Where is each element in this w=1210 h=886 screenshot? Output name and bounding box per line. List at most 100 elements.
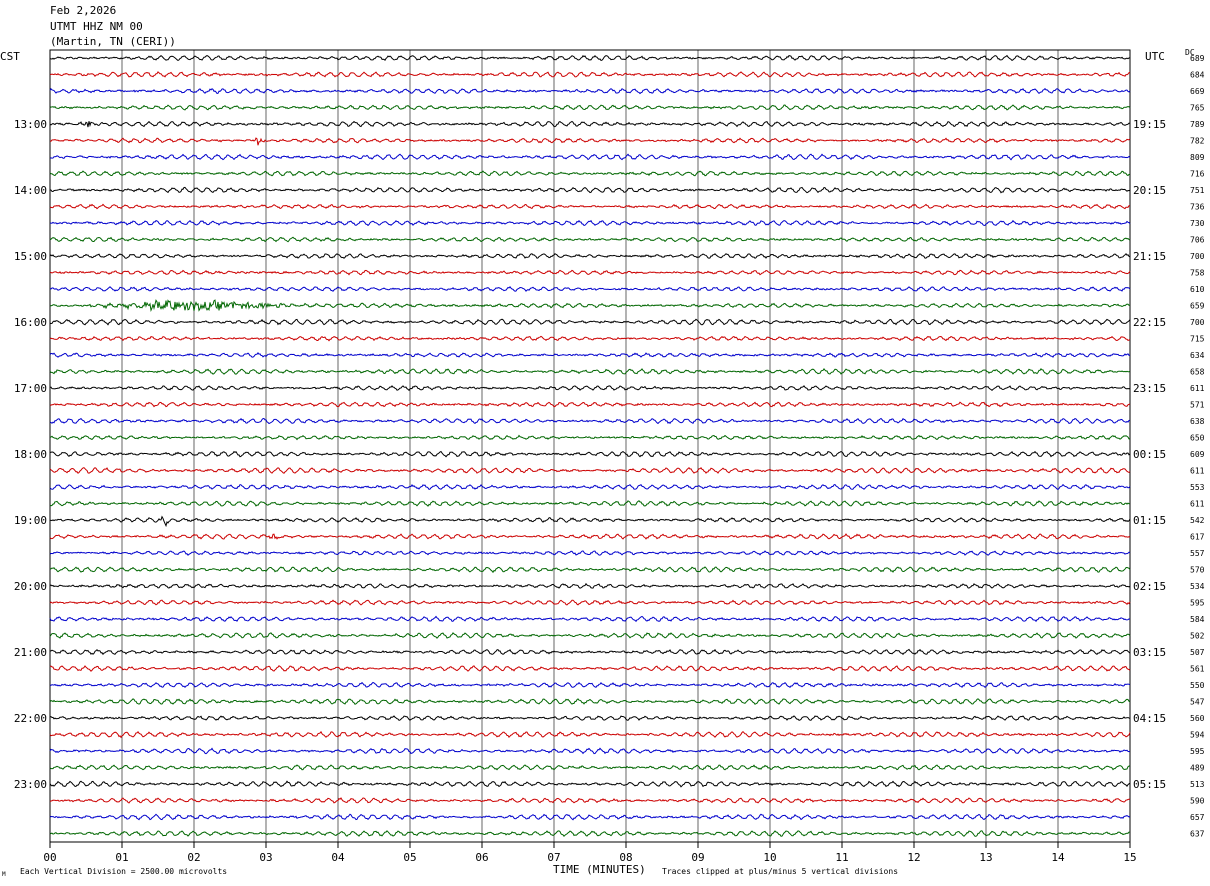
dc-offset-label: 550 [1190,681,1205,690]
trace-line [49,615,1131,623]
x-tick-label: 03 [259,851,272,864]
trace-line [49,434,1131,441]
dc-offset-label: 594 [1190,731,1205,740]
cst-hour-label: 22:00 [14,712,47,725]
dc-offset-label: 689 [1190,54,1205,63]
trace-line [49,170,1131,177]
trace-line [49,681,1131,689]
dc-offset-label: 590 [1190,797,1205,806]
trace-line [49,764,1131,771]
trace-line [49,54,1131,62]
trace-line [49,299,1131,313]
dc-offset-label: 507 [1190,648,1205,657]
x-tick-label: 09 [691,851,704,864]
dc-offset-label: 700 [1190,252,1205,261]
x-tick-label: 02 [187,851,200,864]
dc-label: DC [1185,48,1195,57]
trace-line [49,550,1131,556]
trace-line [49,417,1131,425]
dc-offset-label: 617 [1190,533,1205,542]
dc-offset-label: 765 [1190,104,1205,113]
cst-hour-label: 14:00 [14,184,47,197]
dc-offset-label: 637 [1190,830,1205,839]
utc-hour-label: 19:15 [1133,118,1166,131]
trace-line [49,367,1131,375]
dc-offset-label: 609 [1190,450,1205,459]
dc-offset-label: 751 [1190,186,1205,195]
dc-offset-label: 570 [1190,566,1205,575]
scale-note: Each Vertical Division = 2500.00 microvo… [20,867,228,876]
dc-offset-label: 595 [1190,747,1205,756]
x-tick-label: 06 [475,851,488,864]
trace-line [49,269,1131,276]
cst-hour-label: 13:00 [14,118,47,131]
dc-offset-label: 684 [1190,71,1205,80]
trace-line [49,632,1131,639]
trace-line [49,286,1131,292]
seismic-traces [49,54,1131,837]
dc-offset-label: 560 [1190,714,1205,723]
cst-hour-label: 15:00 [14,250,47,263]
x-tick-label: 10 [763,851,776,864]
dc-offset-label: 758 [1190,269,1205,278]
dc-offset-label: 657 [1190,813,1205,822]
dc-offset-label: 715 [1190,335,1205,344]
x-axis-title: TIME (MINUTES) [553,863,646,876]
trace-line [49,665,1131,672]
cst-hour-label: 16:00 [14,316,47,329]
trace-line [49,797,1131,804]
utc-axis-label: UTC [1145,50,1165,63]
dc-offset-label: 782 [1190,137,1205,146]
x-tick-label: 05 [403,851,416,864]
station-location: (Martin, TN (CERI)) [50,35,176,48]
trace-line [49,450,1131,458]
dc-offset-label: 669 [1190,87,1205,96]
trace-line [49,120,1131,128]
trace-line [49,318,1131,326]
station-date: Feb 2,2026 [50,4,117,17]
trace-line [49,830,1130,837]
trace-line [49,582,1131,589]
dc-offset-label: 489 [1190,764,1205,773]
cst-hour-label: 17:00 [14,382,47,395]
trace-line [49,500,1130,507]
trace-line [49,813,1131,821]
x-tick-label: 04 [331,851,345,864]
utc-hour-label: 20:15 [1133,184,1166,197]
dc-offset-label: 650 [1190,434,1205,443]
utc-hour-label: 01:15 [1133,514,1166,527]
dc-offset-label: 610 [1190,285,1205,294]
trace-line [49,515,1131,528]
dc-offset-label: 658 [1190,368,1205,377]
cst-axis-label: CST [0,50,20,63]
trace-line [49,87,1131,95]
dc-offset-label: 634 [1190,351,1205,360]
trace-line [49,780,1131,788]
dc-offset-label: 611 [1190,500,1205,509]
plot-frame [49,49,1131,843]
trace-line [49,335,1131,342]
x-tick-label: 07 [547,851,560,864]
utc-hour-label: 04:15 [1133,712,1166,725]
dc-offset-label: 706 [1190,236,1205,245]
trace-line [49,747,1131,755]
trace-line [49,186,1131,194]
dc-offset-label: 584 [1190,615,1205,624]
trace-line [49,533,1131,540]
trace-line [49,385,1131,392]
trace-line [49,104,1131,111]
x-tick-label: 11 [835,851,848,864]
trace-line [49,648,1131,656]
cst-hour-label: 21:00 [14,646,47,659]
axis-labels: 00 01 02 03 04 05 06 07 08 09 10 11 12 13 14 15 689 684 66… [14,54,1205,864]
utc-hour-label: 23:15 [1133,382,1166,395]
trace-line [49,203,1131,210]
dc-offset-label: 611 [1190,384,1205,393]
dc-offset-label: 547 [1190,698,1205,707]
utc-hour-label: 21:15 [1133,250,1166,263]
dc-offset-label: 571 [1190,401,1205,410]
utc-hour-label: 05:15 [1133,778,1166,791]
trace-line [49,352,1131,358]
dc-offset-label: 561 [1190,665,1205,674]
